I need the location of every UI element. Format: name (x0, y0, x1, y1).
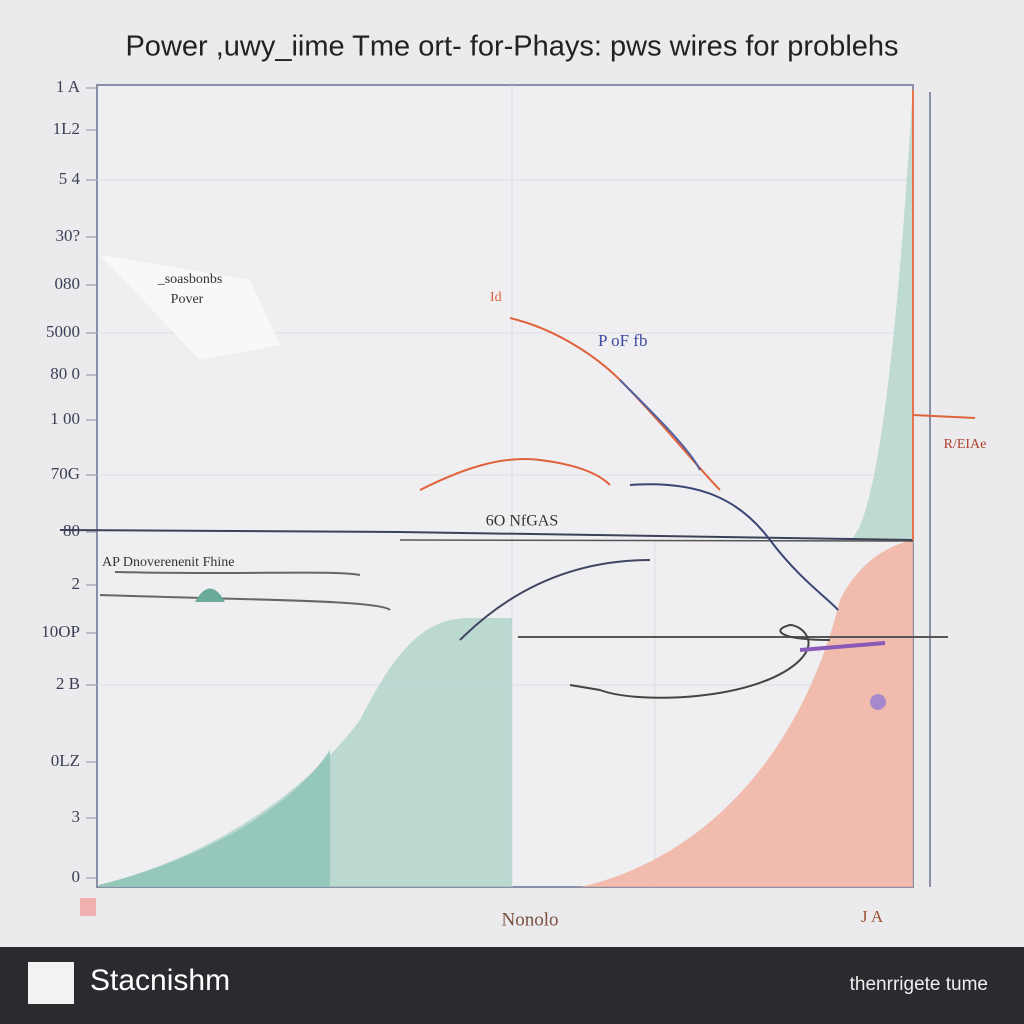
y-label: 0 (72, 867, 81, 886)
teal-area-dark (99, 750, 330, 887)
annotation: AP Dnoverenenit Fhine (102, 555, 234, 570)
teal-right-area (850, 85, 913, 540)
teal-area (99, 618, 512, 887)
curves (59, 90, 976, 699)
footer-brand: Stacnishm (90, 964, 230, 997)
footer-logo (28, 962, 74, 1004)
y-label: 10OP (41, 622, 80, 641)
annotation: 6O NfGAS (486, 513, 558, 530)
y-label: 80 0 (50, 364, 80, 383)
x-label: J A (861, 907, 884, 926)
y-label: 70G (51, 464, 80, 483)
y-label: 80 (63, 521, 80, 540)
legend-box (100, 255, 280, 360)
y-label: 2 (72, 574, 81, 593)
annotation: P oF fb (598, 331, 647, 350)
salmon-area (580, 540, 913, 887)
footer-caption: thenrrigete tume (850, 974, 988, 995)
annotation: Id (490, 290, 502, 305)
annotation: R/EIAe (944, 437, 987, 452)
y-label: 1 00 (50, 409, 80, 428)
legend-label: _soasbonbs (157, 272, 223, 287)
swatch (80, 898, 96, 916)
title: Power ,uwy_iime Tme ort- for-Phays: pws … (125, 31, 898, 63)
y-label: 1L2 (53, 119, 80, 138)
y-label: 1 A (56, 77, 81, 96)
y-label: 5000 (46, 322, 80, 341)
y-label: 5 4 (59, 169, 81, 188)
bump (195, 588, 225, 602)
dot (870, 694, 886, 710)
y-label: 2 B (56, 674, 80, 693)
footer (0, 947, 1024, 1024)
y-label: 0LZ (51, 751, 80, 770)
y-labels: 1 A 1L2 5 4 30? 080 5000 80 0 1 00 70G 80 2 10OP 2 B… (41, 77, 97, 886)
y-label: 30? (55, 226, 80, 245)
y-label: 3 (72, 807, 81, 826)
legend-label: Pover (171, 292, 204, 307)
y-label: 080 (55, 274, 81, 293)
x-label: Nonolo (502, 909, 559, 930)
